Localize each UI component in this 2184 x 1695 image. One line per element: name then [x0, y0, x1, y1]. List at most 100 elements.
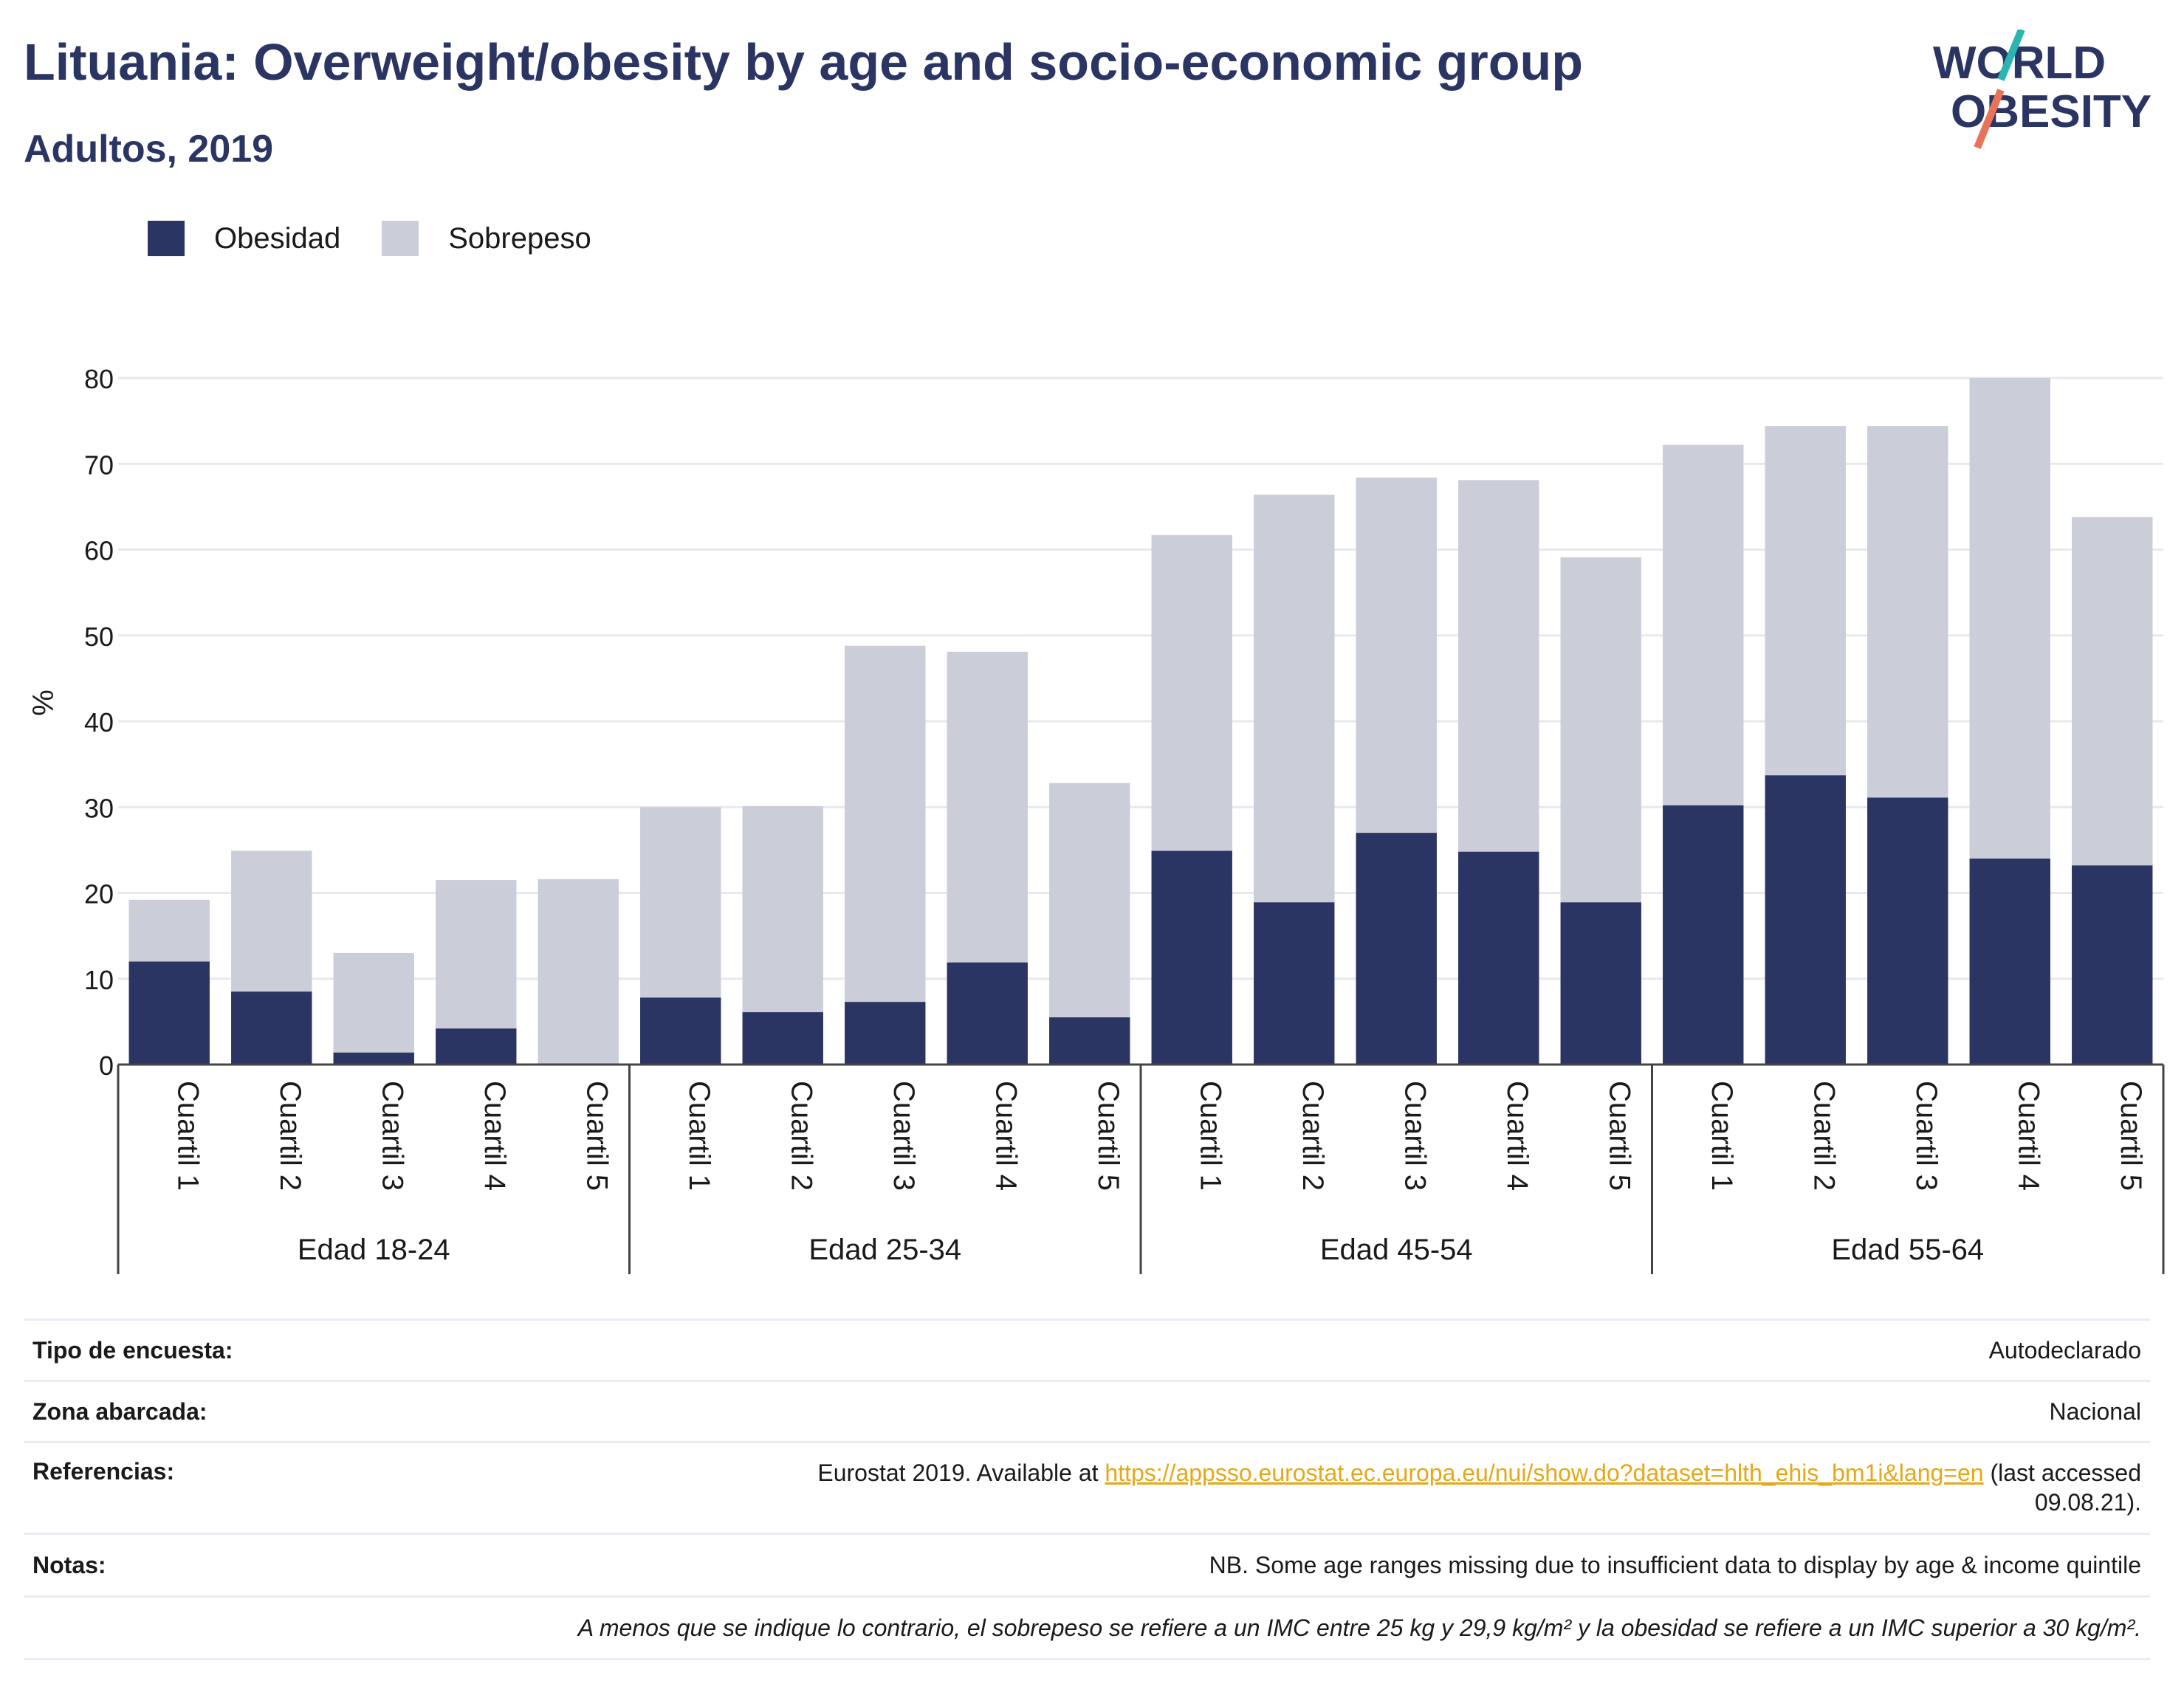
bar-sobrepeso	[333, 952, 414, 1053]
bar-sobrepeso	[1560, 557, 1641, 903]
bar-sobrepeso	[640, 807, 721, 998]
group-label: Edad 18-24	[298, 1234, 450, 1266]
bar-obesidad	[128, 961, 210, 1065]
bar-obesidad	[333, 1052, 414, 1065]
world-obesity-logo: WORLD OBESITY	[1933, 30, 2152, 149]
x-tick-label: Cuartil 1	[1706, 1081, 1738, 1191]
x-tick-label: Cuartil 4	[2012, 1081, 2044, 1191]
x-tick-label: Cuartil 4	[989, 1081, 1022, 1191]
y-axis-label: %	[27, 690, 60, 716]
bar-sobrepeso	[845, 645, 926, 1003]
x-tick-label: Cuartil 3	[1398, 1081, 1431, 1191]
references-link[interactable]: https://appsso.eurostat.ec.europa.eu/nui…	[1105, 1460, 1984, 1486]
references-prefix: Eurostat 2019. Available at	[817, 1460, 1105, 1486]
x-tick-label: Cuartil 4	[1501, 1081, 1534, 1191]
bar-obesidad	[742, 1012, 823, 1065]
bar-sobrepeso	[1458, 480, 1539, 852]
y-tick-label: 10	[84, 965, 114, 995]
legend-item-obesidad: Obesidad	[148, 221, 340, 256]
references-label: Referencias:	[32, 1458, 175, 1485]
bar-obesidad	[1356, 833, 1437, 1065]
references-suffix: (last accessed	[1983, 1460, 2141, 1486]
chart-title: Lituania: Overweight/obesity by age and …	[24, 33, 1583, 91]
bar-sobrepeso	[1663, 444, 1744, 805]
notes-label: Notas:	[32, 1551, 106, 1578]
bar-sobrepeso	[1867, 426, 1948, 798]
group-label: Edad 45-54	[1320, 1234, 1473, 1266]
bar-sobrepeso	[1765, 426, 1846, 776]
legend-item-sobrepeso: Sobrepeso	[382, 221, 591, 256]
bar-sobrepeso	[231, 850, 312, 992]
bar-sobrepeso	[538, 879, 619, 1065]
x-tick-label: Cuartil 5	[1092, 1081, 1124, 1191]
references-suffix-date: 09.08.21).	[2034, 1489, 2141, 1516]
bar-obesidad	[1663, 805, 1744, 1065]
x-tick-label: Cuartil 3	[1910, 1081, 1943, 1191]
bar-sobrepeso	[1049, 783, 1130, 1018]
legend-label-obesidad: Obesidad	[214, 221, 341, 255]
bar-obesidad	[1765, 775, 1846, 1065]
bar-obesidad	[436, 1028, 517, 1065]
legend-swatch-obesidad	[148, 221, 185, 256]
y-tick-label: 80	[84, 364, 114, 394]
area-label: Zona abarcada:	[32, 1397, 207, 1425]
x-tick-label: Cuartil 2	[1297, 1081, 1329, 1191]
bar-obesidad	[1969, 859, 2050, 1065]
info-row-survey: Tipo de encuesta: Autodeclarado	[24, 1318, 2150, 1380]
legend-label-sobrepeso: Sobrepeso	[448, 221, 591, 255]
bar-obesidad	[845, 1002, 926, 1065]
y-tick-label: 60	[84, 536, 114, 566]
y-tick-label: 40	[84, 707, 114, 738]
info-table: Tipo de encuesta: Autodeclarado Zona aba…	[24, 1318, 2150, 1660]
info-row-area: Zona abarcada: Nacional	[24, 1380, 2150, 1441]
footnote-text: A menos que se indique lo contrario, el …	[577, 1615, 2141, 1641]
area-value: Nacional	[2049, 1398, 2141, 1425]
survey-type-label: Tipo de encuesta:	[32, 1336, 233, 1364]
bar-sobrepeso	[1151, 534, 1232, 851]
x-tick-label: Cuartil 3	[887, 1081, 920, 1191]
references-value: Eurostat 2019. Available at https://apps…	[817, 1458, 2141, 1517]
x-tick-label: Cuartil 5	[1603, 1081, 1635, 1191]
bar-obesidad	[2072, 865, 2153, 1065]
bar-obesidad	[1254, 902, 1335, 1065]
group-label: Edad 25-34	[808, 1234, 961, 1266]
x-tick-label: Cuartil 1	[1194, 1081, 1226, 1191]
bar-sobrepeso	[947, 651, 1028, 963]
bar-obesidad	[1049, 1017, 1130, 1065]
bar-sobrepeso	[742, 806, 823, 1013]
x-tick-label: Cuartil 1	[171, 1081, 204, 1191]
x-tick-label: Cuartil 2	[785, 1081, 817, 1191]
chart-subtitle: Adultos, 2019	[24, 128, 274, 171]
notes-value: NB. Some age ranges missing due to insuf…	[1209, 1552, 2141, 1578]
logo-slash-coral	[1974, 89, 2005, 149]
y-tick-label: 20	[84, 879, 114, 910]
chart-legend: Obesidad Sobrepeso	[148, 220, 633, 257]
logo-text-world: WORLD	[1933, 38, 2106, 89]
y-tick-label: 70	[84, 450, 114, 480]
stacked-bar-chart: 0 10 20 30 40 50 60 70 80% Cuartil 1 Cuartil 2 Cuar…	[27, 364, 2165, 1274]
bar-obesidad	[640, 997, 721, 1065]
bar-sobrepeso	[436, 880, 517, 1029]
info-table-bottom-rule	[24, 1658, 2150, 1660]
bar-sobrepeso	[1969, 378, 2050, 859]
bar-sobrepeso	[1356, 477, 1437, 833]
bar-sobrepeso	[1254, 495, 1335, 903]
bar-obesidad	[1867, 797, 1948, 1065]
y-tick-label: 30	[84, 793, 114, 823]
bar-obesidad	[1458, 851, 1539, 1065]
x-tick-label: Cuartil 3	[376, 1081, 408, 1191]
info-row-notes: Notas: NB. Some age ranges missing due t…	[24, 1533, 2150, 1595]
bar-obesidad	[1560, 902, 1641, 1065]
x-tick-label: Cuartil 5	[2115, 1081, 2147, 1191]
info-row-footnote: A menos que se indique lo contrario, el …	[24, 1595, 2150, 1658]
bar-sobrepeso	[2072, 517, 2153, 866]
logo-slash-teal	[1997, 30, 2025, 81]
y-tick-label: 50	[84, 622, 114, 652]
survey-type-value: Autodeclarado	[1988, 1337, 2141, 1364]
x-tick-label: Cuartil 5	[580, 1081, 613, 1191]
bar-obesidad	[947, 962, 1028, 1065]
bar-obesidad	[231, 991, 312, 1065]
bar-sobrepeso	[128, 899, 210, 962]
x-tick-label: Cuartil 2	[274, 1081, 306, 1191]
legend-swatch-sobrepeso	[382, 221, 419, 256]
